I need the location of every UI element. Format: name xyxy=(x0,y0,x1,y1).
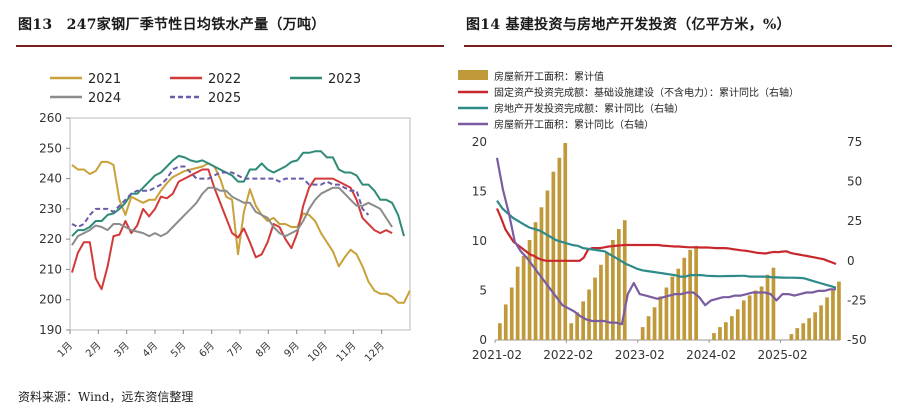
right-title-rule xyxy=(464,45,892,47)
bar-newstart-area xyxy=(646,316,651,340)
bar-newstart-area xyxy=(807,318,811,340)
bar-newstart-area xyxy=(539,207,544,340)
left-chart-title: 图13 247家钢厂季节性日均铁水产量（万吨） xyxy=(18,17,326,33)
bar-newstart-area xyxy=(575,312,579,340)
bar-newstart-area xyxy=(735,309,740,340)
legend-label-2023: 2023 xyxy=(328,72,361,87)
bar-newstart-area xyxy=(670,276,675,340)
bar-newstart-area xyxy=(652,307,657,340)
bar-newstart-area xyxy=(617,229,621,340)
legend-label-2022: 2022 xyxy=(208,72,241,87)
bar-newstart-area xyxy=(694,245,698,340)
legend-label-0: 房屋新开工面积：累计值 xyxy=(494,70,604,83)
bar-newstart-area xyxy=(789,334,794,340)
y-right-tick-label: 50 xyxy=(847,175,862,189)
x-tick-label: 2023-02 xyxy=(615,348,665,362)
bar-newstart-area xyxy=(664,287,669,340)
bar-newstart-area xyxy=(771,267,776,340)
x-tick-label: 2022-02 xyxy=(543,348,593,362)
left-title-rule xyxy=(16,45,444,47)
source-note: 资料来源：Wind，远东资信整理 xyxy=(18,390,194,404)
series-line-2024 xyxy=(71,186,393,246)
line-infra-yoy xyxy=(495,208,837,266)
bar-newstart-area xyxy=(509,287,514,340)
bar-newstart-area xyxy=(557,157,562,340)
y-right-tick-label: 75 xyxy=(847,135,862,149)
bar-newstart-area xyxy=(688,249,692,340)
y-tick-label: 220 xyxy=(39,232,62,246)
bar-newstart-area xyxy=(515,266,520,340)
y-left-tick-label: 20 xyxy=(472,135,487,149)
bar-newstart-area xyxy=(813,312,817,340)
bar-newstart-area xyxy=(759,286,764,340)
bar-newstart-area xyxy=(682,257,687,340)
y-left-tick-label: 5 xyxy=(479,284,487,298)
bar-newstart-area xyxy=(640,327,645,340)
bar-newstart-area xyxy=(718,327,722,340)
legend-swatch-bar xyxy=(458,70,488,80)
y-tick-label: 210 xyxy=(39,262,62,276)
bar-newstart-area xyxy=(527,240,532,340)
y-left-tick-label: 10 xyxy=(472,234,487,248)
bar-newstart-area xyxy=(795,328,800,340)
series-line-2022 xyxy=(71,168,393,291)
bar-newstart-area xyxy=(521,255,526,340)
bar-newstart-area xyxy=(498,323,502,340)
bar-newstart-area xyxy=(593,277,597,340)
bar-newstart-area xyxy=(545,190,550,340)
bar-newstart-area xyxy=(611,240,615,340)
line-realestate-yoy xyxy=(496,199,837,289)
bar-newstart-area xyxy=(819,305,823,340)
bar-newstart-area xyxy=(551,171,556,340)
x-tick-label: 2021-02 xyxy=(472,348,522,362)
y-tick-label: 240 xyxy=(39,172,62,186)
x-tick-label: 2024-02 xyxy=(686,348,736,362)
bar-newstart-area xyxy=(503,304,508,340)
bar-newstart-area xyxy=(831,289,835,340)
right-chart-title: 图14 基建投资与房地产开发投资（亿平方米，%） xyxy=(466,17,791,33)
bar-newstart-area xyxy=(741,300,746,340)
bar-newstart-area xyxy=(724,322,728,340)
y-tick-label: 260 xyxy=(39,111,62,125)
bar-newstart-area xyxy=(605,252,609,340)
bar-newstart-area xyxy=(837,281,841,340)
y-right-tick-label: 0 xyxy=(847,254,855,268)
y-left-tick-label: 15 xyxy=(472,185,487,199)
bar-newstart-area xyxy=(599,264,603,340)
x-tick-label: 2025-02 xyxy=(757,348,807,362)
bar-newstart-area xyxy=(563,143,568,340)
y-right-tick-label: -50 xyxy=(847,333,867,347)
legend-label-2: 房地产开发投资完成额：累计同比（右轴） xyxy=(494,102,684,115)
y-tick-label: 250 xyxy=(39,141,62,155)
bar-newstart-area xyxy=(747,295,752,340)
bar-newstart-area xyxy=(765,274,770,340)
y-right-tick-label: 25 xyxy=(847,214,862,228)
series-line-2023 xyxy=(71,150,405,237)
bar-newstart-area xyxy=(658,296,663,340)
legend-label-2021: 2021 xyxy=(88,72,121,87)
bar-newstart-area xyxy=(801,323,806,340)
y-right-tick-label: -25 xyxy=(847,293,867,307)
y-tick-label: 190 xyxy=(39,323,62,337)
legend-label-2024: 2024 xyxy=(88,91,121,106)
line-newstart-yoy xyxy=(495,157,836,326)
bar-newstart-area xyxy=(676,268,681,340)
bar-newstart-area xyxy=(753,290,758,340)
y-left-tick-label: 0 xyxy=(479,333,487,347)
legend-label-2025: 2025 xyxy=(208,91,241,106)
legend-label-3: 房屋新开工面积：累计同比（右轴） xyxy=(494,118,654,131)
bar-newstart-area xyxy=(587,289,591,340)
bar-newstart-area xyxy=(730,316,734,340)
bar-newstart-area xyxy=(622,220,627,340)
bar-newstart-area xyxy=(825,297,829,340)
y-tick-label: 200 xyxy=(39,293,62,307)
bar-newstart-area xyxy=(569,323,574,340)
bar-newstart-area xyxy=(533,222,538,340)
legend-label-1: 固定资产投资完成额：基础设施建设（不含电力）：累计同比（右轴） xyxy=(494,86,799,99)
bar-newstart-area xyxy=(581,301,585,340)
bar-newstart-area xyxy=(712,333,716,340)
y-tick-label: 230 xyxy=(39,202,62,216)
